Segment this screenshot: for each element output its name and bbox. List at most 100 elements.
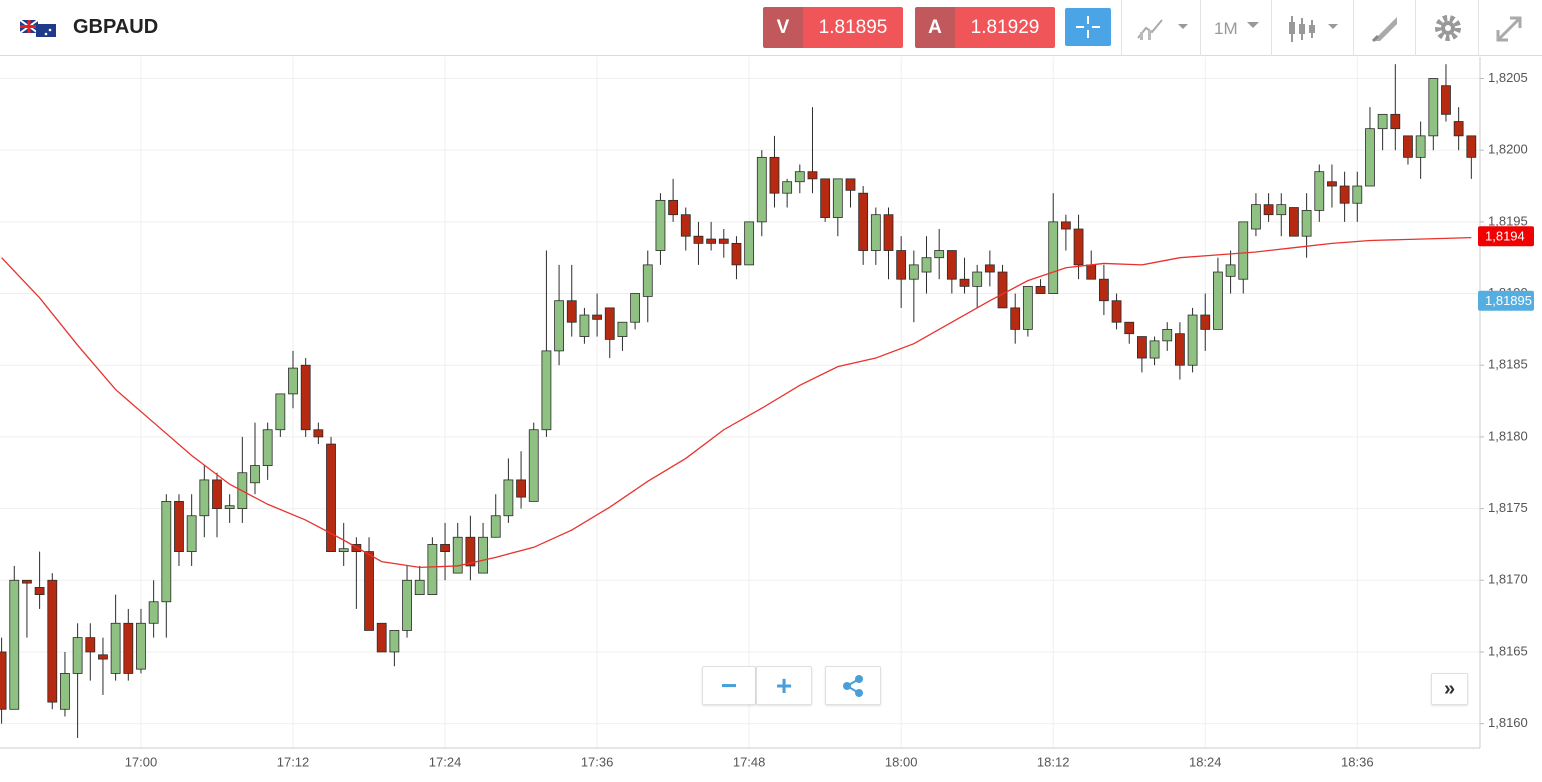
x-tick-label: 18:12 xyxy=(1037,754,1070,769)
candle-body xyxy=(528,429,539,502)
zoom-out-button[interactable]: − xyxy=(702,666,756,705)
x-tick-label: 17:36 xyxy=(581,754,614,769)
candle-body xyxy=(668,199,679,216)
candle-body xyxy=(1276,204,1287,216)
candle-body xyxy=(832,178,843,218)
candle-body xyxy=(1453,121,1464,137)
candle-body xyxy=(1327,181,1337,187)
candle-body xyxy=(1238,221,1249,280)
candle-body xyxy=(1175,333,1185,366)
candle-body xyxy=(300,364,311,431)
candle-body xyxy=(642,264,653,297)
settings-button[interactable] xyxy=(1433,13,1463,43)
candle-body xyxy=(655,199,666,251)
candle-body xyxy=(389,630,400,653)
candle-body xyxy=(427,544,438,596)
candle-body xyxy=(984,264,995,273)
share-button[interactable] xyxy=(825,666,881,705)
candle-body xyxy=(478,536,488,574)
candle-body xyxy=(1415,135,1426,158)
candle-body xyxy=(1124,321,1135,335)
chart: 1,8160 1,8165 1,8170 1,8175 1,8180 1,8185 1,81… xyxy=(0,57,1534,769)
candle-body xyxy=(262,429,273,466)
candle-body xyxy=(1225,264,1236,277)
candle-body xyxy=(959,278,970,287)
candle-body xyxy=(896,250,907,280)
candle-body xyxy=(1390,113,1401,130)
draw-button[interactable] xyxy=(1370,14,1400,44)
chart-type-button[interactable] xyxy=(1136,16,1192,42)
candle-body xyxy=(326,443,336,552)
moving-average-line xyxy=(1,236,1472,569)
candle-body xyxy=(592,314,602,320)
price-tag xyxy=(1478,290,1534,311)
y-tick-label: 1,8200 xyxy=(1488,142,1528,157)
separator xyxy=(1353,0,1354,56)
candle-body xyxy=(1352,185,1363,204)
candle-body xyxy=(946,250,957,280)
candle-style-button[interactable] xyxy=(1286,14,1342,44)
candle-body xyxy=(756,156,767,223)
candle-body xyxy=(275,393,286,431)
candle-body xyxy=(288,367,298,395)
x-tick-label: 17:00 xyxy=(125,754,158,769)
candle-body xyxy=(845,178,856,191)
candle-body xyxy=(1022,285,1033,330)
y-tick-label: 1,8180 xyxy=(1488,428,1528,443)
candle-body xyxy=(554,300,564,352)
candle-body xyxy=(1137,336,1147,359)
x-tick-label: 17:12 xyxy=(277,754,310,769)
candle-body xyxy=(72,637,83,674)
candle-body xyxy=(769,156,780,194)
candle-body xyxy=(1314,171,1325,211)
candle-body xyxy=(199,479,210,517)
timeframe[interactable]: 1M xyxy=(1214,19,1238,38)
candle-body xyxy=(148,601,159,624)
candle-body xyxy=(1111,300,1122,323)
candle-body xyxy=(98,654,108,660)
candle-body xyxy=(1339,185,1350,204)
crosshair-icon xyxy=(1076,16,1100,38)
candle-body xyxy=(1251,204,1261,230)
candle-body xyxy=(212,479,222,509)
buy-button[interactable]: A 1.81929 xyxy=(915,7,1055,48)
candle-body xyxy=(972,271,983,287)
x-tick-label: 17:48 xyxy=(733,754,766,769)
candle-body xyxy=(908,264,919,280)
candle-body xyxy=(186,515,197,552)
candle-body xyxy=(617,321,628,337)
flag-icon xyxy=(20,20,56,37)
candle-body xyxy=(858,192,869,251)
crosshair-button[interactable] xyxy=(1065,8,1111,46)
candle-body xyxy=(579,314,590,337)
candle-body xyxy=(1213,271,1223,330)
candle-body xyxy=(174,501,184,552)
candle-body xyxy=(1098,278,1109,302)
candle-body xyxy=(1162,328,1173,342)
zoom-in-button[interactable]: + xyxy=(756,666,812,705)
candle-body xyxy=(706,238,717,244)
candle-body xyxy=(566,300,577,323)
candle-body xyxy=(1149,340,1160,359)
candle-body xyxy=(794,171,805,183)
buy-label: A xyxy=(915,7,955,48)
sell-button[interactable]: V 1.81895 xyxy=(763,7,903,48)
y-tick-label: 1,8195 xyxy=(1488,213,1528,228)
candle-body xyxy=(541,350,552,431)
candle-body xyxy=(60,673,70,710)
candle-body xyxy=(1200,314,1211,330)
candle-body xyxy=(452,536,463,574)
candle-body xyxy=(465,536,476,567)
candle-body xyxy=(1441,85,1451,115)
header: GBPAUD V 1.81895 A 1.81929 1M xyxy=(0,0,1542,56)
candle-body xyxy=(414,579,425,596)
scroll-end-button[interactable]: » xyxy=(1431,673,1468,705)
candle-body xyxy=(250,465,260,484)
candle-body xyxy=(9,579,20,710)
candle-body xyxy=(490,515,501,538)
candle-body xyxy=(1466,135,1477,158)
separator xyxy=(1200,0,1201,56)
y-tick-label: 1,8165 xyxy=(1488,643,1528,658)
fullscreen-button[interactable] xyxy=(1494,14,1524,44)
